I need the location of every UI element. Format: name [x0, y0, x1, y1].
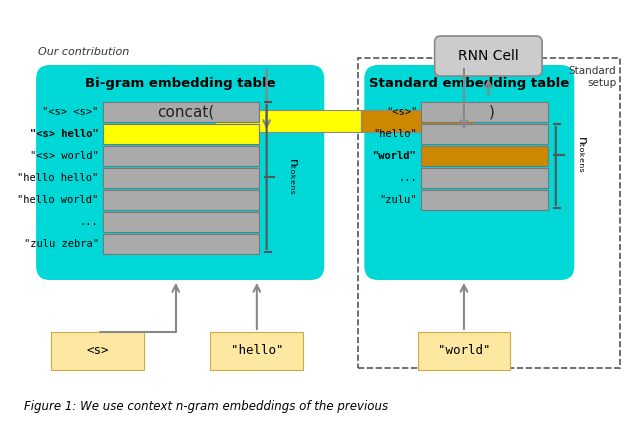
- Text: ...: ...: [80, 217, 99, 227]
- FancyBboxPatch shape: [364, 65, 575, 280]
- Text: nₜₒₖₑₙₛ: nₜₒₖₑₙₛ: [286, 158, 299, 196]
- Text: "world": "world": [374, 151, 417, 161]
- Text: "hello": "hello": [374, 129, 417, 139]
- Text: "zulu": "zulu": [379, 195, 417, 205]
- Text: "hello": "hello": [231, 345, 283, 357]
- Text: Figure 1: We use context n-gram embeddings of the previous: Figure 1: We use context n-gram embeddin…: [25, 400, 389, 413]
- Text: Our contribution: Our contribution: [38, 47, 129, 57]
- Text: Standard
setup: Standard setup: [569, 66, 616, 88]
- Bar: [103, 146, 259, 166]
- Bar: [362, 110, 474, 132]
- Text: "<s> world": "<s> world": [30, 151, 99, 161]
- Text: concat(: concat(: [158, 104, 215, 119]
- Bar: [103, 168, 259, 188]
- Text: "zulu zebra": "zulu zebra": [23, 239, 99, 249]
- Bar: [210, 332, 303, 370]
- Bar: [421, 102, 548, 122]
- Bar: [103, 234, 259, 254]
- Bar: [421, 168, 548, 188]
- Text: ): ): [488, 104, 495, 119]
- Text: "<s> <s>": "<s> <s>": [42, 107, 99, 117]
- Text: Bi-gram embedding table: Bi-gram embedding table: [85, 77, 275, 90]
- Bar: [421, 146, 548, 166]
- FancyBboxPatch shape: [435, 36, 542, 76]
- Bar: [103, 190, 259, 210]
- Bar: [103, 212, 259, 232]
- Text: Standard embedding table: Standard embedding table: [369, 77, 570, 90]
- Bar: [215, 110, 362, 132]
- Bar: [358, 58, 620, 368]
- Text: "world": "world": [438, 345, 490, 357]
- Bar: [421, 190, 548, 210]
- Text: RNN Cell: RNN Cell: [458, 49, 518, 63]
- Text: ...: ...: [398, 173, 417, 183]
- FancyBboxPatch shape: [435, 36, 542, 76]
- Bar: [103, 124, 259, 144]
- Text: "hello hello": "hello hello": [18, 173, 99, 183]
- Text: "<s> hello": "<s> hello": [30, 129, 99, 139]
- Text: "hello world": "hello world": [18, 195, 99, 205]
- Text: <s>: <s>: [86, 345, 109, 357]
- Text: "<s>": "<s>": [386, 107, 417, 117]
- Bar: [418, 332, 510, 370]
- FancyBboxPatch shape: [36, 65, 324, 280]
- Text: nₜₒₖₑₙₛ: nₜₒₖₑₙₛ: [575, 137, 588, 173]
- Bar: [421, 124, 548, 144]
- Bar: [51, 332, 144, 370]
- Bar: [103, 102, 259, 122]
